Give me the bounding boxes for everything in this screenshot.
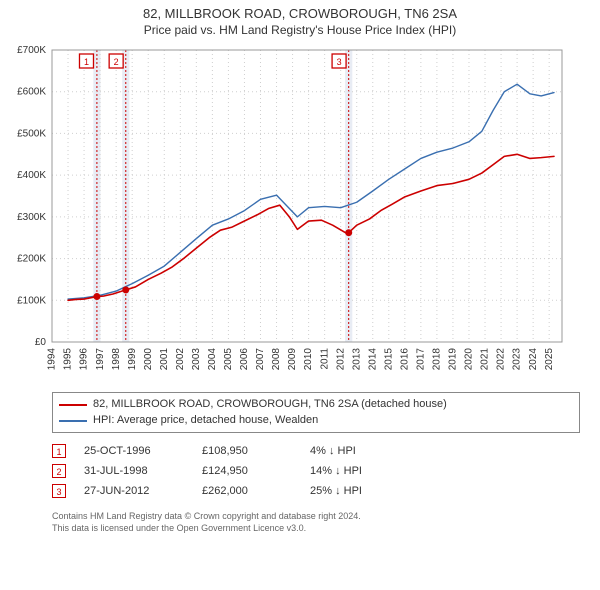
sale-date: 31-JUL-1998 <box>84 465 184 477</box>
sale-marker-icon: 3 <box>52 484 66 498</box>
footnote-line: This data is licensed under the Open Gov… <box>52 523 580 535</box>
svg-text:2013: 2013 <box>351 348 362 371</box>
svg-text:1998: 1998 <box>111 348 122 371</box>
svg-text:2001: 2001 <box>159 348 170 371</box>
svg-text:2019: 2019 <box>448 348 459 371</box>
svg-text:2004: 2004 <box>207 348 218 371</box>
footnote-line: Contains HM Land Registry data © Crown c… <box>52 511 580 523</box>
svg-text:2011: 2011 <box>319 348 330 370</box>
svg-text:£300K: £300K <box>17 212 46 223</box>
footnote: Contains HM Land Registry data © Crown c… <box>52 511 580 534</box>
chart-title-address: 82, MILLBROOK ROAD, CROWBOROUGH, TN6 2SA <box>10 6 590 23</box>
svg-text:2015: 2015 <box>383 348 394 371</box>
legend-label-hpi: HPI: Average price, detached house, Weal… <box>93 413 318 428</box>
legend-swatch-property <box>59 404 87 406</box>
svg-text:2014: 2014 <box>367 348 378 371</box>
svg-text:£600K: £600K <box>17 87 46 98</box>
svg-text:2012: 2012 <box>335 348 346 371</box>
chart-titles: 82, MILLBROOK ROAD, CROWBOROUGH, TN6 2SA… <box>10 6 590 38</box>
svg-text:2020: 2020 <box>464 348 475 371</box>
sale-delta: 14% ↓ HPI <box>310 465 400 477</box>
sale-marker-icon: 1 <box>52 444 66 458</box>
svg-text:2005: 2005 <box>223 348 234 371</box>
svg-text:1: 1 <box>84 57 89 67</box>
svg-text:2017: 2017 <box>416 348 427 371</box>
svg-text:2002: 2002 <box>175 348 186 371</box>
svg-text:2008: 2008 <box>271 348 282 371</box>
svg-text:2016: 2016 <box>399 348 410 371</box>
chart-svg: £0 £100K £200K £300K £400K £500K £600K £700K 199… <box>10 44 570 384</box>
svg-text:1996: 1996 <box>79 348 90 371</box>
svg-text:2003: 2003 <box>191 348 202 371</box>
sale-price: £262,000 <box>202 485 292 497</box>
svg-text:2: 2 <box>114 57 119 67</box>
legend-row-hpi: HPI: Average price, detached house, Weal… <box>59 413 573 428</box>
legend-row-property: 82, MILLBROOK ROAD, CROWBOROUGH, TN6 2SA… <box>59 397 573 412</box>
sales-row: 2 31-JUL-1998 £124,950 14% ↓ HPI <box>52 461 580 481</box>
svg-text:1997: 1997 <box>95 348 106 371</box>
svg-text:2021: 2021 <box>480 348 491 371</box>
sale-date: 25-OCT-1996 <box>84 445 184 457</box>
svg-text:2000: 2000 <box>143 348 154 371</box>
sale-marker-icon: 2 <box>52 464 66 478</box>
svg-text:2022: 2022 <box>496 348 507 371</box>
svg-text:3: 3 <box>337 57 342 67</box>
svg-text:£200K: £200K <box>17 254 46 265</box>
legend: 82, MILLBROOK ROAD, CROWBOROUGH, TN6 2SA… <box>52 392 580 433</box>
chart-subtitle: Price paid vs. HM Land Registry's House … <box>10 23 590 39</box>
sale-price: £124,950 <box>202 465 292 477</box>
price-chart: £0 £100K £200K £300K £400K £500K £600K £700K 199… <box>10 44 590 384</box>
legend-swatch-hpi <box>59 420 87 422</box>
svg-text:1995: 1995 <box>63 348 74 371</box>
sale-price: £108,950 <box>202 445 292 457</box>
sales-row: 1 25-OCT-1996 £108,950 4% ↓ HPI <box>52 441 580 461</box>
svg-text:2023: 2023 <box>512 348 523 371</box>
sale-delta: 25% ↓ HPI <box>310 485 400 497</box>
svg-text:2009: 2009 <box>287 348 298 371</box>
svg-text:£100K: £100K <box>17 296 46 307</box>
svg-text:2010: 2010 <box>303 348 314 371</box>
svg-text:2024: 2024 <box>528 348 539 371</box>
svg-text:2025: 2025 <box>544 348 555 371</box>
sales-table: 1 25-OCT-1996 £108,950 4% ↓ HPI 2 31-JUL… <box>52 441 580 501</box>
svg-text:£400K: £400K <box>17 171 46 182</box>
svg-text:2006: 2006 <box>239 348 250 371</box>
svg-text:1999: 1999 <box>127 348 138 371</box>
svg-text:£700K: £700K <box>17 45 46 56</box>
svg-text:£500K: £500K <box>17 129 46 140</box>
svg-text:1994: 1994 <box>47 348 58 371</box>
legend-label-property: 82, MILLBROOK ROAD, CROWBOROUGH, TN6 2SA… <box>93 397 447 412</box>
sales-row: 3 27-JUN-2012 £262,000 25% ↓ HPI <box>52 481 580 501</box>
svg-text:£0: £0 <box>35 337 47 348</box>
svg-text:2007: 2007 <box>255 348 266 371</box>
svg-text:2018: 2018 <box>432 348 443 371</box>
sale-date: 27-JUN-2012 <box>84 485 184 497</box>
sale-delta: 4% ↓ HPI <box>310 445 400 457</box>
